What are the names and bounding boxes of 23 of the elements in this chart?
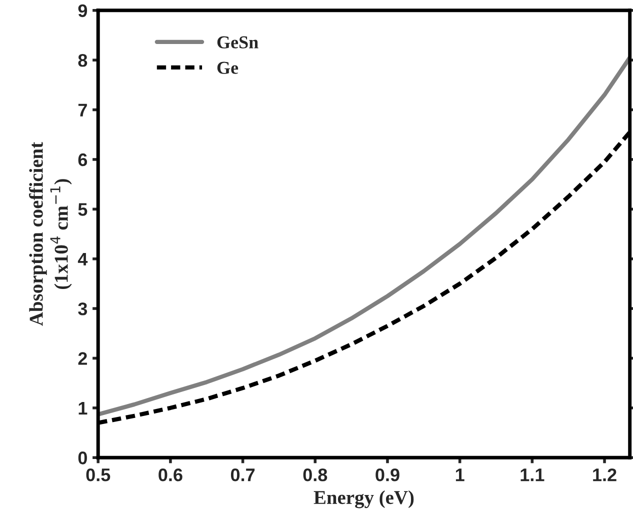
legend-label: GeSn (217, 36, 258, 48)
y-tick-label: 2 (78, 352, 87, 365)
y-tick-label: 5 (78, 203, 88, 216)
x-axis-title: Energy (eV) (314, 490, 414, 508)
y-tick-label: 9 (78, 4, 88, 18)
line-series (98, 56, 630, 416)
y-tick-label: 4 (78, 252, 88, 266)
x-tick-label: 1.1 (520, 468, 544, 482)
y-tick-label: 0 (78, 452, 87, 464)
y-tick-label: 6 (78, 153, 88, 166)
y-tick-label: 1 (78, 402, 88, 414)
x-tick-label: 0.9 (376, 468, 400, 482)
legend-label: Ge (217, 62, 238, 74)
x-tick-label: 0.5 (86, 468, 110, 482)
x-tick-label: 0.6 (158, 468, 182, 482)
x-tick-label: 0.8 (303, 468, 328, 482)
y-axis-title: Absorption coefficient (1x10$^{4}$ cm$^{−1}$) (28, 142, 72, 326)
y-tick-label: 7 (78, 104, 87, 116)
x-tick-label: 0.7 (230, 468, 255, 482)
y-tick-label: 8 (78, 54, 88, 67)
x-tick-label: 1.2 (593, 468, 616, 482)
y-tick-label: 3 (78, 302, 88, 316)
x-tick-label: 1 (456, 468, 464, 482)
